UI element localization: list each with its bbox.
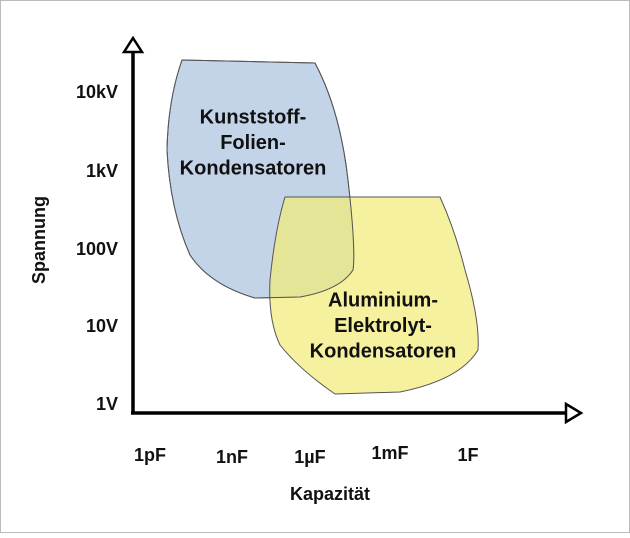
x-tick-label: 1mF bbox=[371, 443, 408, 463]
x-tick-label: 1µF bbox=[294, 447, 325, 467]
region-label: Kondensatoren bbox=[180, 157, 327, 179]
region-label: Kondensatoren bbox=[310, 340, 457, 362]
y-axis-label: Spannung bbox=[29, 196, 49, 284]
region-label: Aluminium- bbox=[328, 289, 438, 311]
y-tick-label: 1V bbox=[96, 394, 118, 414]
x-tick-label: 1pF bbox=[134, 445, 166, 465]
x-tick-label: 1nF bbox=[216, 447, 248, 467]
y-tick-label: 10kV bbox=[76, 82, 118, 102]
region-label: Folien- bbox=[220, 132, 286, 154]
region-film-outline bbox=[166, 59, 355, 299]
x-axis-label: Kapazität bbox=[290, 484, 370, 504]
y-tick-label: 1kV bbox=[86, 161, 118, 181]
region-electrolytic bbox=[269, 196, 479, 395]
y-arrow bbox=[121, 35, 145, 54]
region-label: Kunststoff- bbox=[200, 106, 307, 128]
y-tick-label: 100V bbox=[76, 239, 118, 259]
region-label: Elektrolyt- bbox=[334, 315, 432, 337]
y-tick-label: 10V bbox=[86, 316, 118, 336]
x-arrow bbox=[564, 401, 584, 425]
x-tick-label: 1F bbox=[457, 445, 478, 465]
